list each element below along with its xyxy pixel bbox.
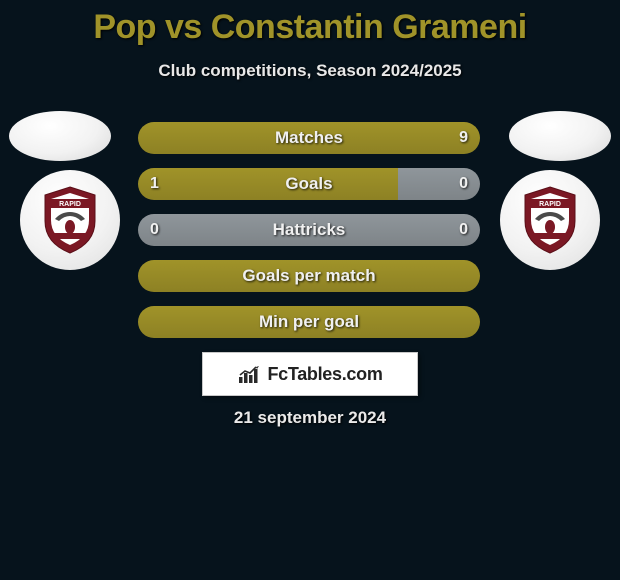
page-subtitle: Club competitions, Season 2024/2025 [0,61,620,81]
bar-label: Goals [138,168,480,200]
chart-icon [237,365,261,383]
bar-value-right: 0 [459,168,468,200]
bar-label: Goals per match [138,260,480,292]
bar-value-right: 9 [459,122,468,154]
bar-value-left: 1 [150,168,159,200]
fctables-logo: FcTables.com [202,352,418,396]
bar-value-right: 0 [459,214,468,246]
player-right-avatar [509,111,611,161]
stat-bar-row: Hattricks0 0 [138,214,480,246]
club-left-badge: RAPID [20,170,120,270]
bar-value-left: 0 [150,214,159,246]
shield-icon: RAPID [521,185,579,255]
stat-bar-row: Min per goal [138,306,480,338]
logo-text: FcTables.com [267,364,382,385]
player-left-avatar [9,111,111,161]
bar-label: Hattricks [138,214,480,246]
stat-bar-row: Goals1 0 [138,168,480,200]
bar-label: Matches [138,122,480,154]
svg-text:RAPID: RAPID [59,201,81,208]
stat-bars: Matches9Goals10Hattricks00Goals per matc… [138,122,480,352]
shield-icon: RAPID [41,185,99,255]
svg-text:RAPID: RAPID [539,201,561,208]
bar-label: Min per goal [138,306,480,338]
date-text: 21 september 2024 [0,408,620,428]
club-right-badge: RAPID [500,170,600,270]
stat-bar-row: Matches9 [138,122,480,154]
stat-bar-row: Goals per match [138,260,480,292]
page-title: Pop vs Constantin Grameni [0,0,620,47]
